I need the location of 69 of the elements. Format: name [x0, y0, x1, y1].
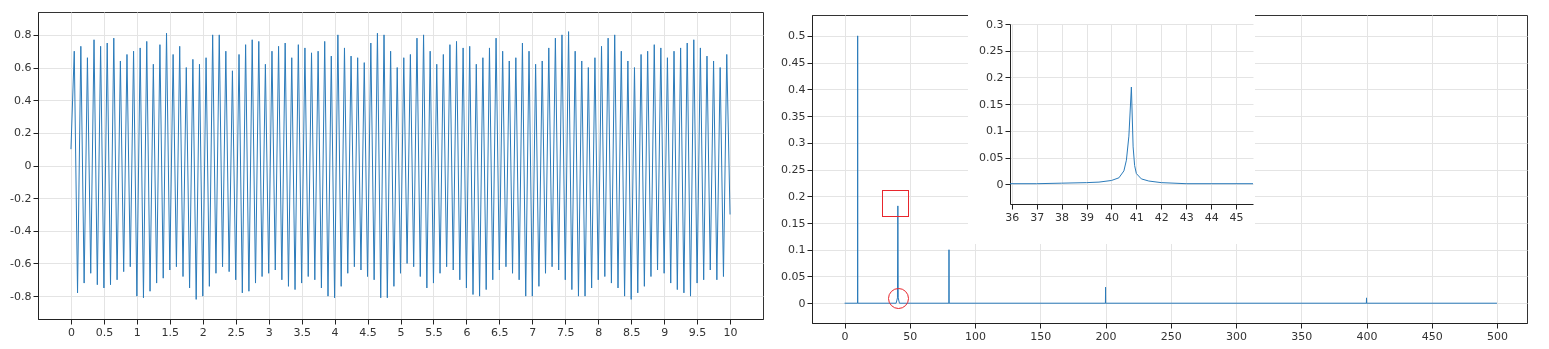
y-tick-label: -0.4	[10, 224, 32, 238]
y-tick-label: 0.25	[979, 44, 1004, 58]
x-tick-label: 350	[1291, 329, 1313, 343]
x-tick-label: 0	[841, 329, 849, 343]
y-tick-label: 0.15	[979, 97, 1004, 111]
x-tick-label: 0	[67, 325, 75, 339]
y-tick-label: 0.2	[788, 189, 806, 203]
y-tick-label: 0	[24, 159, 32, 172]
x-tick-label: 5.5	[425, 325, 443, 339]
x-tick-label: 2	[199, 325, 207, 339]
x-tick-label: 9	[661, 325, 669, 339]
y-tick-label: 0.2	[986, 70, 1004, 84]
x-tick-label: 6	[463, 325, 471, 339]
x-tick-label: 150	[1030, 329, 1052, 343]
x-tick-label: 250	[1160, 329, 1182, 343]
y-tick-label: 0.5	[788, 29, 806, 43]
x-tick-label: 7.5	[557, 325, 575, 339]
x-tick-label: 5	[397, 325, 405, 339]
x-tick-label: 7	[529, 325, 537, 339]
x-tick-label: 9.5	[688, 325, 707, 339]
x-tick-label: 450	[1421, 329, 1443, 343]
x-tick-label: 3	[265, 325, 273, 339]
y-tick-label: 0.3	[986, 17, 1004, 31]
y-tick-label: 0.3	[788, 136, 806, 150]
y-tick-label: 0.4	[14, 93, 32, 107]
y-tick-label: 0	[798, 296, 806, 310]
x-tick-label: 2.5	[227, 325, 245, 339]
x-tick-label: 400	[1356, 329, 1378, 343]
x-tick-label: 1.5	[161, 325, 180, 339]
x-tick-label: 4.5	[359, 325, 377, 339]
x-tick-label: 42	[1154, 210, 1169, 224]
x-tick-label: 41	[1129, 210, 1144, 224]
y-tick-label: 0.6	[14, 61, 32, 75]
y-tick-label: 0.2	[14, 126, 32, 140]
x-tick-label: 500	[1486, 329, 1508, 343]
x-tick-label: 44	[1204, 210, 1219, 224]
x-tick-label: 6.5	[491, 325, 509, 339]
x-tick-label: 3.5	[293, 325, 311, 339]
y-tick-label: 0.4	[788, 82, 806, 96]
x-tick-label: 45	[1229, 210, 1244, 224]
x-tick-label: 8	[595, 325, 603, 339]
x-tick-label: 50	[903, 329, 918, 343]
x-tick-label: 37	[1030, 210, 1045, 224]
y-tick-label: -0.2	[10, 191, 32, 205]
x-tick-label: 40	[1104, 210, 1119, 224]
y-tick-label: 0.1	[986, 124, 1004, 138]
y-tick-label: 0.8	[14, 28, 32, 42]
x-tick-label: 0.5	[95, 325, 114, 339]
y-tick-label: 0.45	[781, 56, 806, 70]
x-tick-label: 8.5	[622, 325, 641, 339]
x-tick-label: 10	[723, 325, 738, 339]
x-tick-label: 300	[1226, 329, 1248, 343]
y-tick-label: 0.05	[781, 269, 806, 283]
x-tick-label: 39	[1080, 210, 1095, 224]
x-tick-label: 36	[1005, 210, 1020, 224]
x-tick-label: 43	[1179, 210, 1194, 224]
x-tick-label: 38	[1055, 210, 1070, 224]
y-tick-label: 0.25	[781, 163, 806, 177]
y-tick-label: -0.8	[10, 289, 32, 303]
y-tick-label: 0.35	[781, 109, 806, 123]
y-tick-label: 0.05	[979, 151, 1004, 165]
x-tick-label: 4	[331, 325, 339, 339]
x-tick-label: 200	[1095, 329, 1117, 343]
y-tick-label: 0.15	[781, 216, 806, 230]
x-tick-label: 100	[965, 329, 987, 343]
y-tick-label: -0.6	[10, 256, 32, 270]
x-tick-label: 1	[133, 325, 141, 339]
y-tick-label: 0	[996, 177, 1004, 191]
y-tick-label: 0.1	[788, 243, 806, 257]
